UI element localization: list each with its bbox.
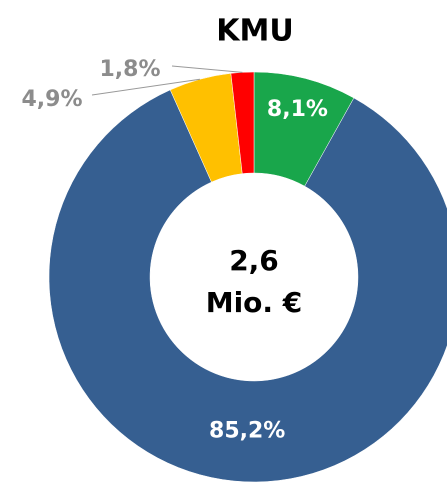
leader-line (91, 78, 200, 96)
donut-segment (48, 89, 447, 482)
center-label: Mio. € (206, 286, 303, 319)
center-label: 2,6 (229, 244, 279, 277)
donut-segment (230, 71, 255, 174)
data-label: 1,8% (99, 57, 160, 82)
chart-title: KMU (216, 14, 293, 49)
data-label: 4,9% (21, 87, 82, 112)
leader-line (171, 65, 243, 73)
data-label: 8,1% (267, 97, 328, 122)
data-label: 85,2% (209, 418, 285, 443)
